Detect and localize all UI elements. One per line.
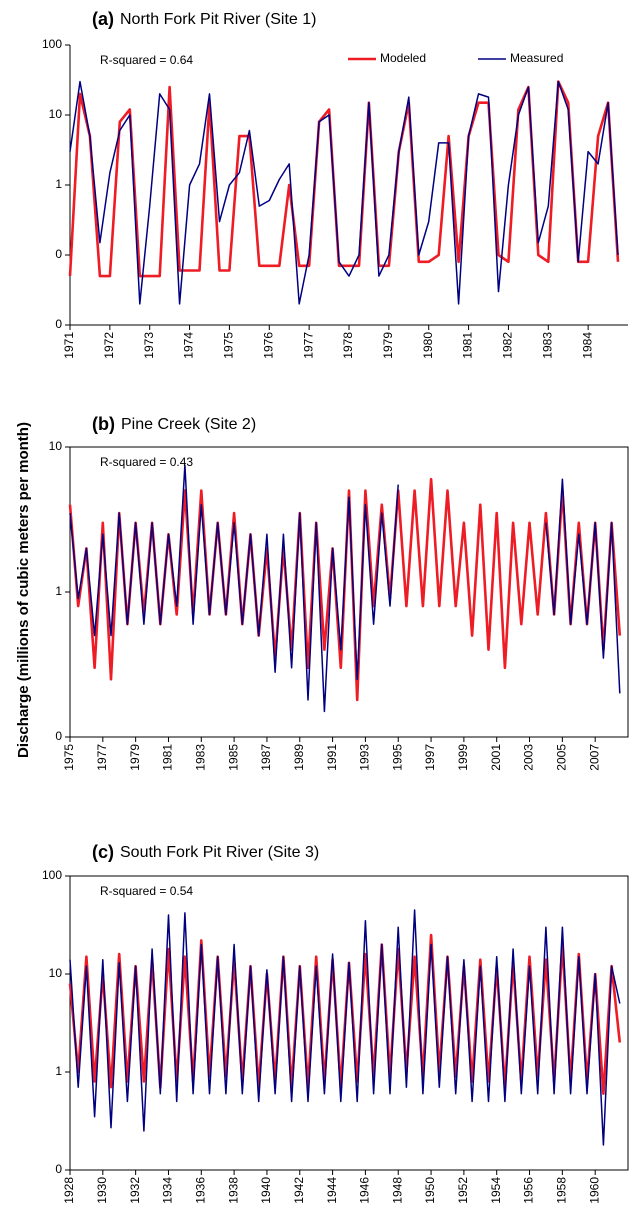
x-tick-label: 1971 bbox=[62, 332, 76, 359]
y-axis-label: Discharge (millions of cubic meters per … bbox=[15, 422, 32, 758]
x-tick-label: 1980 bbox=[421, 332, 435, 359]
y-tick-label: 10 bbox=[49, 107, 63, 121]
y-tick-label: 0 bbox=[55, 317, 62, 331]
y-tick-label: 10 bbox=[49, 439, 63, 453]
panel-title-text: South Fork Pit River (Site 3) bbox=[120, 844, 319, 861]
y-tick-label: 1 bbox=[55, 1064, 62, 1078]
data-line bbox=[68, 477, 622, 702]
x-tick-label: 1982 bbox=[501, 332, 515, 359]
x-tick-label: 1984 bbox=[580, 332, 594, 359]
x-tick-label: 1977 bbox=[301, 332, 315, 359]
x-tick-label: 1974 bbox=[182, 332, 196, 359]
x-tick-label: 1938 bbox=[226, 1177, 240, 1204]
x-tick-label: 1985 bbox=[226, 744, 240, 771]
x-tick-label: 2001 bbox=[489, 744, 503, 771]
x-tick-label: 2007 bbox=[587, 744, 601, 771]
x-tick-label: 1942 bbox=[292, 1177, 306, 1204]
x-tick-label: 1979 bbox=[381, 332, 395, 359]
y-tick-label: 1 bbox=[55, 584, 62, 598]
plot-frame bbox=[69, 875, 629, 1171]
panel-label: (b) bbox=[92, 414, 115, 434]
y-tick-label: 100 bbox=[42, 868, 62, 882]
y-tick-label: 0 bbox=[55, 729, 62, 743]
x-tick-label: 2003 bbox=[522, 744, 536, 771]
y-tick-label: 0 bbox=[55, 247, 62, 261]
x-tick-label: 1936 bbox=[193, 1177, 207, 1204]
x-tick-label: 1997 bbox=[423, 744, 437, 771]
x-tick-label: 1975 bbox=[222, 332, 236, 359]
x-tick-label: 1981 bbox=[161, 744, 175, 771]
x-tick-label: 1989 bbox=[292, 744, 306, 771]
x-tick-label: 1954 bbox=[489, 1177, 503, 1204]
x-tick-label: 1930 bbox=[95, 1177, 109, 1204]
x-tick-label: 1948 bbox=[390, 1177, 404, 1204]
legend-label: Modeled bbox=[380, 51, 426, 65]
x-tick-label: 1944 bbox=[325, 1177, 339, 1204]
panel-label: (c) bbox=[92, 842, 114, 862]
x-tick-label: 1972 bbox=[102, 332, 116, 359]
x-tick-label: 1987 bbox=[259, 744, 273, 771]
panel-title-text: Pine Creek (Site 2) bbox=[121, 416, 256, 433]
annotation: R-squared = 0.43 bbox=[100, 455, 193, 469]
x-tick-label: 1983 bbox=[193, 744, 207, 771]
legend-label: Measured bbox=[510, 51, 563, 65]
x-tick-label: 2005 bbox=[555, 744, 569, 771]
x-tick-label: 1978 bbox=[341, 332, 355, 359]
data-line bbox=[69, 80, 619, 305]
x-tick-label: 1979 bbox=[128, 744, 142, 771]
data-line bbox=[69, 909, 621, 1146]
y-tick-label: 100 bbox=[42, 37, 62, 51]
data-line bbox=[69, 464, 621, 713]
panel-title: (b) Pine Creek (Site 2) bbox=[92, 414, 256, 434]
x-tick-label: 1956 bbox=[522, 1177, 536, 1204]
x-tick-label: 1973 bbox=[142, 332, 156, 359]
x-tick-label: 1932 bbox=[128, 1177, 142, 1204]
annotation: R-squared = 0.64 bbox=[100, 53, 193, 67]
y-tick-label: 1 bbox=[55, 177, 62, 191]
x-tick-label: 1991 bbox=[325, 744, 339, 771]
x-tick-label: 1958 bbox=[555, 1177, 569, 1204]
annotation: R-squared = 0.54 bbox=[100, 884, 193, 898]
panel-title: (a) North Fork Pit River (Site 1) bbox=[92, 9, 316, 29]
y-tick-label: 10 bbox=[49, 966, 63, 980]
x-tick-label: 1983 bbox=[540, 332, 554, 359]
y-tick-label: 0 bbox=[55, 1162, 62, 1176]
x-tick-label: 1993 bbox=[358, 744, 372, 771]
x-tick-label: 1940 bbox=[259, 1177, 273, 1204]
x-tick-label: 1976 bbox=[261, 332, 275, 359]
x-tick-label: 1950 bbox=[423, 1177, 437, 1204]
x-tick-label: 1999 bbox=[456, 744, 470, 771]
x-tick-label: 1952 bbox=[456, 1177, 470, 1204]
panel-title-text: North Fork Pit River (Site 1) bbox=[120, 11, 316, 28]
x-tick-label: 1975 bbox=[62, 744, 76, 771]
x-tick-label: 1981 bbox=[461, 332, 475, 359]
x-tick-label: 1977 bbox=[95, 744, 109, 771]
x-tick-label: 1995 bbox=[390, 744, 404, 771]
x-tick-label: 1960 bbox=[587, 1177, 601, 1204]
x-tick-label: 1946 bbox=[358, 1177, 372, 1204]
x-tick-label: 1928 bbox=[62, 1177, 76, 1204]
x-tick-label: 1934 bbox=[161, 1177, 175, 1204]
panel-label: (a) bbox=[92, 9, 114, 29]
panel-title: (c) South Fork Pit River (Site 3) bbox=[92, 842, 319, 862]
